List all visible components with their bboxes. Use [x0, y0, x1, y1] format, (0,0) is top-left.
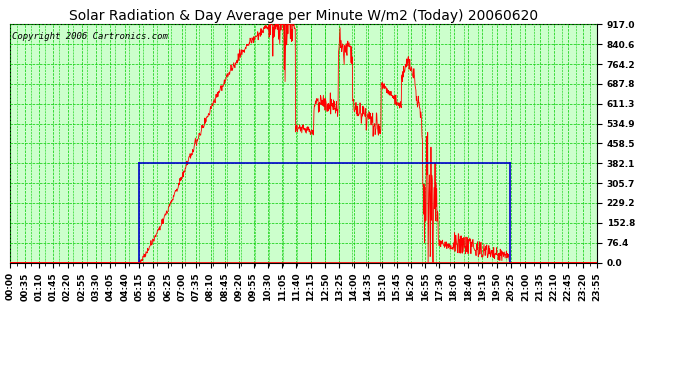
Title: Solar Radiation & Day Average per Minute W/m2 (Today) 20060620: Solar Radiation & Day Average per Minute… [69, 9, 538, 23]
Text: Copyright 2006 Cartronics.com: Copyright 2006 Cartronics.com [12, 32, 168, 40]
